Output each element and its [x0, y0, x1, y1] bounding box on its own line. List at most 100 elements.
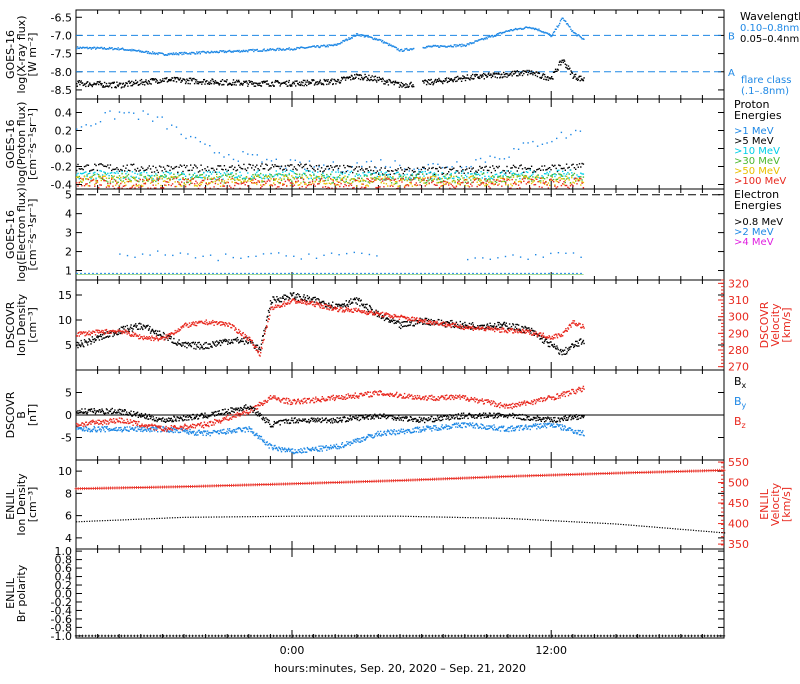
proton-point: [425, 171, 426, 172]
proton-1mev-point: [451, 166, 452, 167]
xray-short-point: [331, 78, 332, 79]
proton-point: [252, 179, 253, 180]
xray-long-point: [565, 21, 566, 22]
proton-point: [474, 180, 475, 181]
proton-1mev-point: [304, 169, 305, 170]
proton-point: [202, 182, 203, 183]
proton-point: [226, 175, 227, 176]
proton-point: [92, 180, 93, 181]
proton-point: [397, 186, 398, 187]
proton-point: [580, 178, 581, 179]
proton-point: [462, 169, 463, 170]
dscovr-density-point: [393, 320, 394, 321]
proton-1mev-point: [409, 170, 410, 171]
proton-point: [581, 173, 582, 174]
dscovr-density-point: [159, 331, 160, 332]
proton-point: [396, 170, 397, 171]
electron-2mev-point: [512, 254, 513, 255]
xray-short-point: [512, 75, 513, 76]
dscovr-velocity-point: [224, 325, 225, 326]
proton-point: [287, 179, 288, 180]
proton-point: [512, 185, 513, 186]
dscovr-velocity-point: [196, 325, 197, 326]
proton-point: [569, 173, 570, 174]
proton-point: [537, 181, 538, 182]
proton-point: [395, 173, 396, 174]
right-y-tick-label: 280: [728, 344, 749, 357]
proton-point: [326, 166, 327, 167]
proton-point: [537, 177, 538, 178]
proton-point: [180, 174, 181, 175]
proton-point: [513, 177, 514, 178]
dscovr-density-point: [470, 328, 471, 329]
proton-point: [540, 178, 541, 179]
proton-point: [342, 172, 343, 173]
dscovr-density-point: [266, 320, 267, 321]
xray-short-point: [274, 82, 275, 83]
proton-point: [384, 176, 385, 177]
proton-point: [374, 177, 375, 178]
proton-point: [285, 171, 286, 172]
dscovr-velocity-point: [275, 305, 276, 306]
proton-point: [429, 179, 430, 180]
xray-long-point: [277, 48, 278, 49]
proton-point: [484, 176, 485, 177]
dscovr-density-point: [415, 323, 416, 324]
proton-point: [210, 171, 211, 172]
proton-point: [523, 172, 524, 173]
proton-point: [401, 169, 402, 170]
xray-short-point: [543, 73, 544, 74]
proton-point: [514, 182, 515, 183]
dscovr-density-point: [291, 293, 292, 294]
proton-point: [305, 183, 306, 184]
proton-point: [97, 180, 98, 181]
proton-point: [478, 178, 479, 179]
xray-short-point: [305, 84, 306, 85]
proton-point: [414, 171, 415, 172]
proton-point: [224, 172, 225, 173]
proton-point: [571, 172, 572, 173]
electron-2mev-point: [543, 257, 544, 258]
proton-point: [422, 179, 423, 180]
electron-2mev-point: [149, 254, 150, 255]
dscovr-density-point: [256, 345, 257, 346]
proton-point: [114, 169, 115, 170]
xray-short-point: [517, 75, 518, 76]
proton-1mev-point: [314, 166, 315, 167]
proton-point: [177, 173, 178, 174]
dscovr-density-point: [83, 346, 84, 347]
xray-short-point: [499, 73, 500, 74]
dscovr-density-point: [125, 326, 126, 327]
proton-point: [569, 177, 570, 178]
dscovr-velocity-point: [175, 330, 176, 331]
dscovr-density-point: [405, 321, 406, 322]
proton-point: [270, 178, 271, 179]
proton-point: [478, 169, 479, 170]
xray-short-point: [172, 77, 173, 78]
proton-point: [229, 174, 230, 175]
proton-point: [291, 171, 292, 172]
proton-point: [154, 175, 155, 176]
proton-point: [257, 180, 258, 181]
dscovr-density-point: [153, 331, 154, 332]
proton-point: [296, 181, 297, 182]
dscovr-density-point: [283, 298, 284, 299]
proton-point: [299, 184, 300, 185]
dscovr-density-point: [500, 327, 501, 328]
proton-point: [390, 174, 391, 175]
proton-point: [215, 183, 216, 184]
proton-point: [410, 183, 411, 184]
proton-point: [168, 172, 169, 173]
proton-point: [309, 174, 310, 175]
dscovr-density-point: [270, 303, 271, 304]
proton-point: [119, 175, 120, 176]
proton-point: [154, 180, 155, 181]
proton-point: [458, 183, 459, 184]
proton-point: [290, 179, 291, 180]
xray-long-point: [247, 51, 248, 52]
proton-point: [217, 179, 218, 180]
proton-point: [500, 180, 501, 181]
right-y-axis-label: [km/s]: [780, 307, 793, 342]
proton-point: [216, 176, 217, 177]
proton-point: [238, 165, 239, 166]
